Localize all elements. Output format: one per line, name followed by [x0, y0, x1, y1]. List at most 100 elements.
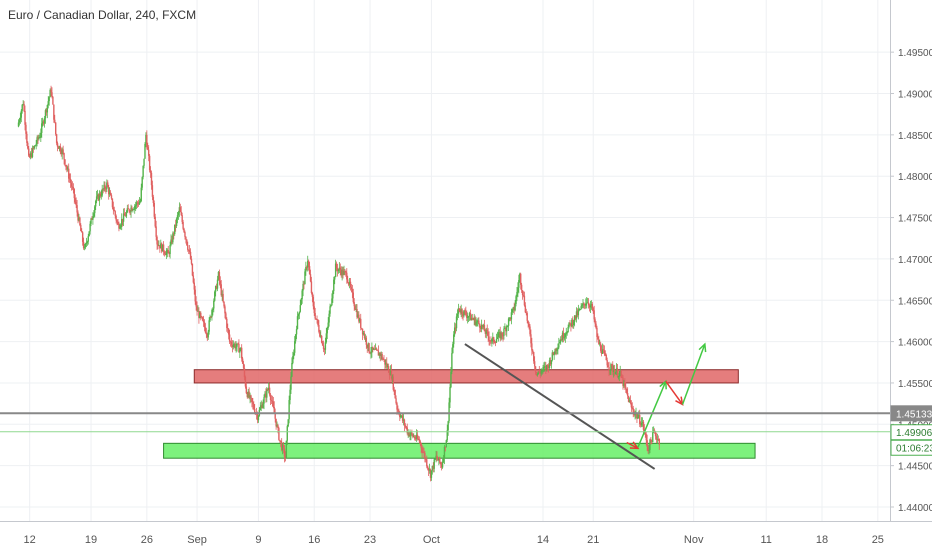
candle-body — [561, 332, 564, 341]
candle-body — [141, 177, 143, 188]
candle-body — [38, 137, 40, 140]
candle-body — [470, 317, 473, 321]
candle-body — [309, 274, 312, 282]
candle-body — [148, 149, 150, 156]
candle-body — [466, 314, 468, 318]
candle-body — [405, 426, 408, 428]
candle-body — [378, 352, 381, 356]
candle-body — [442, 458, 445, 462]
candle-body — [204, 327, 207, 333]
candle-body — [620, 370, 622, 378]
candle-body — [556, 348, 558, 351]
candle-body — [369, 352, 371, 354]
candle-body — [397, 409, 399, 411]
projection-arrow-line[interactable] — [637, 381, 667, 448]
candle-body — [159, 245, 161, 249]
candle-body — [73, 188, 75, 199]
candle-body — [84, 243, 87, 248]
candle-body — [312, 296, 315, 307]
candle-body — [403, 419, 406, 426]
candle-body — [478, 320, 480, 324]
candle-body — [429, 469, 432, 478]
candle-body — [196, 306, 198, 312]
resistance-zone[interactable] — [193, 369, 739, 384]
candle-body — [595, 323, 597, 328]
candle-body — [109, 192, 112, 196]
candle-body — [139, 201, 142, 203]
candle-body — [518, 280, 520, 288]
projection-arrow-line[interactable] — [665, 380, 684, 405]
projection-arrow-head[interactable] — [698, 342, 707, 353]
candle-body — [85, 243, 88, 244]
candle-body — [155, 226, 157, 237]
candle-body — [503, 328, 505, 336]
candle-body — [314, 313, 316, 319]
candle-body — [121, 218, 124, 222]
candle-body — [353, 302, 355, 307]
candle-body — [524, 305, 527, 313]
candle-body — [496, 337, 499, 340]
time-tick-label: 26 — [141, 534, 153, 546]
candle-body — [434, 458, 436, 460]
candle-body — [396, 403, 398, 410]
candle-body — [317, 319, 319, 326]
candle-body — [652, 431, 654, 442]
candle-body — [604, 353, 607, 355]
candle-body — [473, 317, 475, 320]
candle-body — [142, 165, 144, 178]
drawing-zones[interactable] — [163, 369, 756, 459]
candle-body — [94, 206, 96, 214]
level-price-tag-box — [890, 405, 932, 422]
candle-body — [43, 118, 46, 124]
support-zone[interactable] — [163, 442, 756, 459]
candle-body — [510, 312, 513, 320]
candle-body — [428, 469, 431, 471]
candle-body — [182, 221, 184, 229]
candle-body — [413, 436, 416, 439]
candle-body — [32, 148, 35, 150]
candle-body — [574, 315, 577, 319]
candle-body — [36, 137, 38, 144]
candle-body — [203, 322, 206, 328]
candle-body — [495, 339, 498, 343]
countdown-tag: 01:06:23 — [896, 444, 932, 455]
candle-body — [306, 266, 308, 268]
candle-body — [562, 332, 565, 339]
price-tick-label: 1.47000 — [898, 255, 932, 266]
candle-body — [652, 430, 655, 432]
projection-arrow-line[interactable] — [681, 343, 706, 405]
candle-body — [174, 224, 177, 226]
trendline[interactable] — [464, 343, 656, 470]
candle-body — [415, 434, 418, 439]
candle-body — [269, 394, 272, 401]
projection-arrow-head[interactable] — [629, 441, 640, 450]
price-lines — [0, 412, 890, 433]
candle-body — [80, 225, 82, 232]
candle-body — [516, 291, 518, 297]
candle-body — [607, 365, 609, 368]
candle-body — [190, 258, 193, 264]
candle-body — [41, 121, 44, 124]
candle-body — [114, 211, 116, 216]
candle-body — [494, 342, 497, 344]
candle-body — [639, 414, 641, 425]
candle-body — [271, 400, 274, 402]
candle-body — [621, 377, 623, 378]
candle-body — [227, 328, 229, 329]
time-tick-label: Sep — [187, 534, 207, 546]
candle-body — [530, 334, 532, 344]
candle-body — [448, 402, 450, 422]
candle-body — [390, 369, 393, 379]
candle-body — [238, 343, 240, 353]
candle-body — [375, 348, 378, 350]
candle-body — [45, 110, 48, 113]
candle-body — [96, 194, 99, 197]
candle-body — [176, 215, 179, 219]
candle-body — [570, 323, 572, 327]
drawing-lines[interactable] — [464, 342, 707, 470]
candle-body — [578, 309, 580, 311]
projection-arrow-line[interactable] — [626, 441, 639, 449]
candle-body — [341, 269, 343, 276]
